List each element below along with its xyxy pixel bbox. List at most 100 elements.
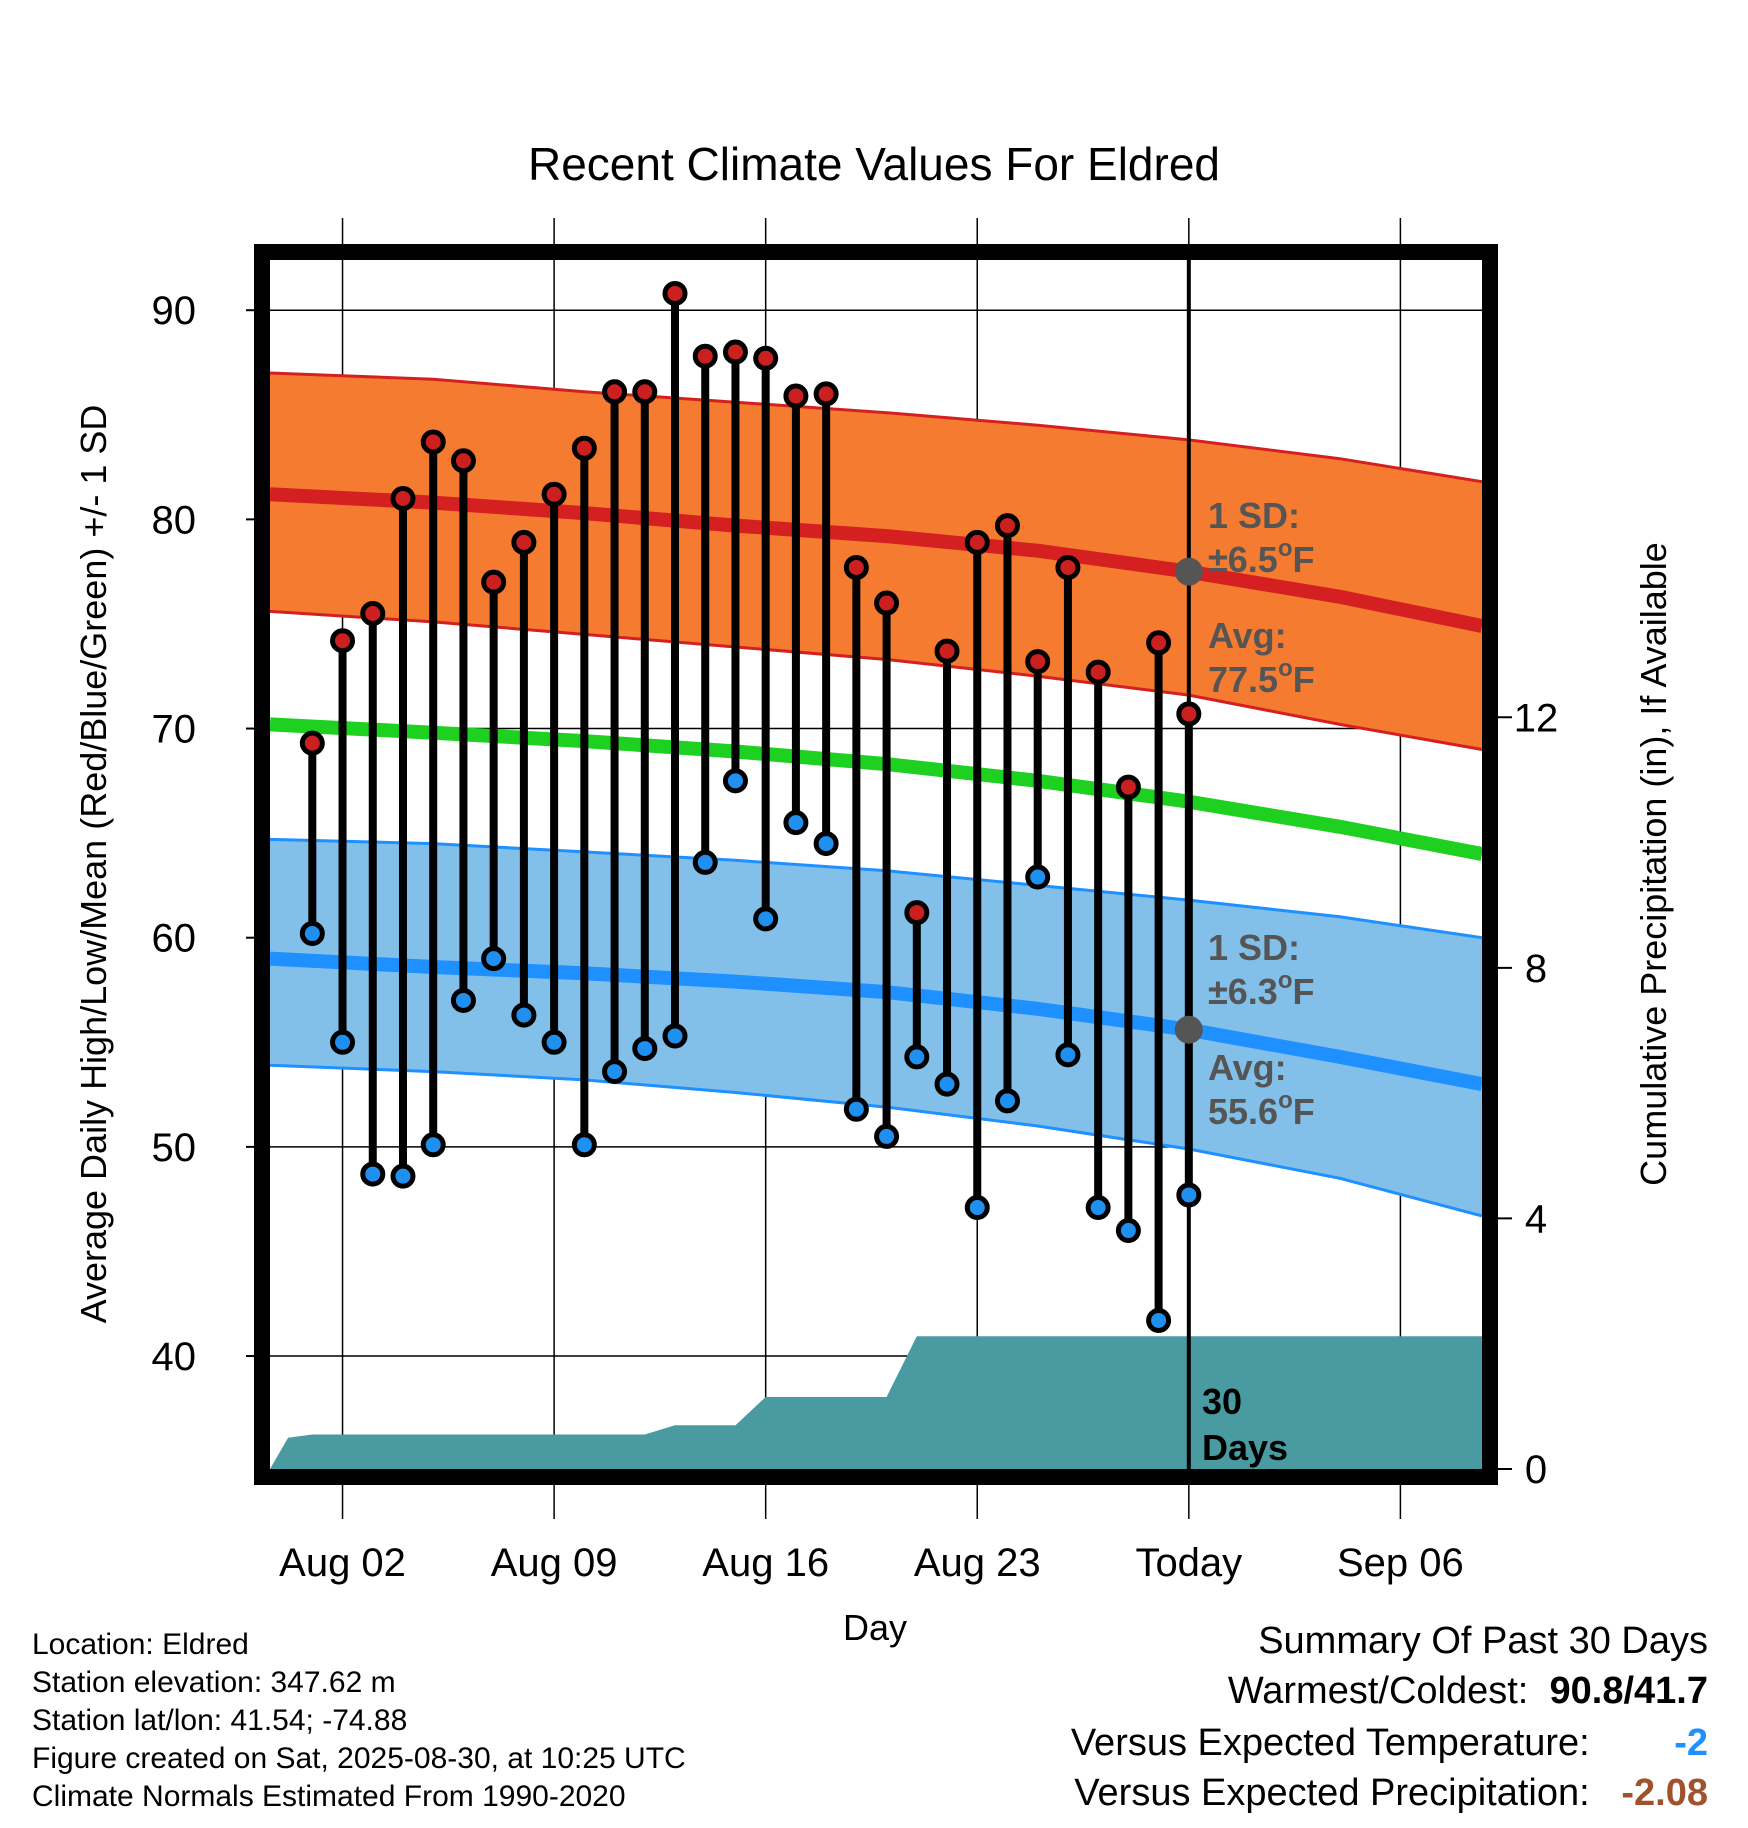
right-y-tick-label: 8 xyxy=(1525,947,1547,991)
elevation-text: Station elevation: 347.62 m xyxy=(32,1666,396,1699)
summary-title: Summary Of Past 30 Days xyxy=(1258,1620,1708,1662)
precip-area xyxy=(270,1336,1482,1469)
daily-low-dot xyxy=(813,831,839,857)
y-tick-label: 40 xyxy=(152,1335,197,1379)
days-annotation: 30 Days xyxy=(1202,1381,1288,1468)
daily-low-dot xyxy=(360,1161,386,1187)
summary-temperature: Versus Expected Temperature: -2 xyxy=(1070,1722,1708,1764)
location-text: Location: Eldred xyxy=(32,1628,249,1661)
daily-high-dot xyxy=(571,435,597,461)
chart-title: Recent Climate Values For Eldred xyxy=(528,138,1220,190)
daily-high-dot xyxy=(813,381,839,407)
daily-high-dot xyxy=(874,590,900,616)
avg-high-line xyxy=(269,487,1484,633)
daily-low-dot xyxy=(692,849,718,875)
daily-high-dot xyxy=(1146,630,1172,656)
right-y-tick-label: 12 xyxy=(1514,696,1559,740)
daily-high-dot xyxy=(783,383,809,409)
daily-low-dot xyxy=(450,987,476,1013)
normals-text: Climate Normals Estimated From 1990-2020 xyxy=(32,1780,626,1813)
high-sd-band-upper-edge xyxy=(269,371,1483,484)
svg-text:55.6oF: 55.6oF xyxy=(1208,1087,1315,1132)
daily-low-dot xyxy=(602,1059,628,1085)
y-tick-label: 60 xyxy=(152,917,197,961)
high-avg-annotation: Avg: 77.5oF xyxy=(1208,615,1315,700)
svg-text:Avg:: Avg: xyxy=(1208,1047,1287,1088)
daily-high-dot xyxy=(1176,701,1202,727)
daily-low-dot xyxy=(662,1023,688,1049)
daily-high-dot xyxy=(360,600,386,626)
daily-low-dot xyxy=(722,768,748,794)
y-axis-label-left: Average Daily High/Low/Mean (Red/Blue/Gr… xyxy=(73,405,114,1324)
daily-low-dot xyxy=(299,921,325,947)
y-axis-label-right: Cumulative Precipitation (in), If Availa… xyxy=(1633,542,1674,1186)
daily-high-dot xyxy=(511,529,537,555)
x-tick-label: Aug 23 xyxy=(914,1541,1041,1585)
daily-high-dot xyxy=(934,638,960,664)
daily-low-dot xyxy=(783,810,809,836)
low-avg-annotation: Avg: 55.6oF xyxy=(1208,1047,1315,1132)
daily-high-dot xyxy=(843,554,869,580)
latlon-text: Station lat/lon: 41.54; -74.88 xyxy=(32,1704,408,1737)
daily-high-dot xyxy=(390,485,416,511)
daily-high-dot xyxy=(964,529,990,555)
daily-high-dot xyxy=(330,628,356,654)
low-sd-annotation: 1 SD: ±6.3oF xyxy=(1208,927,1314,1012)
daily-low-dot xyxy=(571,1132,597,1158)
daily-dots xyxy=(299,280,1202,1333)
daily-low-dot xyxy=(874,1123,900,1149)
sd-bands xyxy=(269,371,1483,1218)
high-sd-band xyxy=(270,373,1482,750)
y-tick-label: 80 xyxy=(152,498,197,542)
daily-low-dot xyxy=(964,1195,990,1221)
daily-low-dot xyxy=(1146,1307,1172,1333)
high-sd-annotation: 1 SD: ±6.5oF xyxy=(1208,495,1314,580)
x-tick-label: Sep 06 xyxy=(1337,1541,1464,1585)
svg-text:30: 30 xyxy=(1202,1381,1242,1422)
daily-high-dot xyxy=(662,280,688,306)
svg-text:77.5oF: 77.5oF xyxy=(1208,655,1315,700)
right-y-axis: 0 4 8 12 xyxy=(1490,696,1558,1492)
svg-text:1 SD:: 1 SD: xyxy=(1208,927,1300,968)
x-tick-label: Aug 02 xyxy=(279,1541,406,1585)
daily-low-dot xyxy=(481,946,507,972)
daily-high-dot xyxy=(1025,649,1051,675)
y-tick-label: 90 xyxy=(152,289,197,333)
daily-high-dot xyxy=(1115,774,1141,800)
daily-high-dot xyxy=(692,343,718,369)
daily-low-dot xyxy=(541,1029,567,1055)
daily-high-dot xyxy=(420,429,446,455)
svg-text:±6.5oF: ±6.5oF xyxy=(1208,535,1314,580)
daily-high-dot xyxy=(753,345,779,371)
daily-low-dot xyxy=(420,1132,446,1158)
daily-low-dot xyxy=(1115,1218,1141,1244)
created-text: Figure created on Sat, 2025-08-30, at 10… xyxy=(32,1742,686,1775)
daily-low-dot xyxy=(1055,1042,1081,1068)
low-sd-band xyxy=(270,839,1482,1216)
daily-low-dot xyxy=(1176,1182,1202,1208)
daily-low-dot xyxy=(843,1096,869,1122)
daily-high-dot xyxy=(602,379,628,405)
x-axis-label: Day xyxy=(843,1607,907,1648)
y-tick-label: 70 xyxy=(152,708,197,752)
svg-text:Avg:: Avg: xyxy=(1208,615,1287,656)
svg-text:Days: Days xyxy=(1202,1427,1288,1468)
right-y-tick-label: 0 xyxy=(1525,1448,1547,1492)
x-tick-label: Aug 09 xyxy=(491,1541,618,1585)
daily-high-dot xyxy=(1085,659,1111,685)
daily-low-dot xyxy=(904,1044,930,1070)
x-tick-label: Today xyxy=(1135,1541,1242,1585)
daily-high-dot xyxy=(541,481,567,507)
daily-high-dot xyxy=(722,339,748,365)
today-average-markers xyxy=(1174,557,1203,1044)
daily-low-dot xyxy=(390,1163,416,1189)
daily-high-dot xyxy=(299,730,325,756)
daily-high-dot xyxy=(450,448,476,474)
x-axis: Aug 02 Aug 09 Aug 16 Aug 23 Today Sep 06 xyxy=(279,1541,1464,1585)
right-y-tick-label: 4 xyxy=(1525,1197,1547,1241)
daily-high-dot xyxy=(481,569,507,595)
daily-high-dot xyxy=(1055,554,1081,580)
daily-high-dot xyxy=(904,900,930,926)
summary-precipitation: Versus Expected Precipitation: -2.08 xyxy=(1074,1772,1708,1814)
